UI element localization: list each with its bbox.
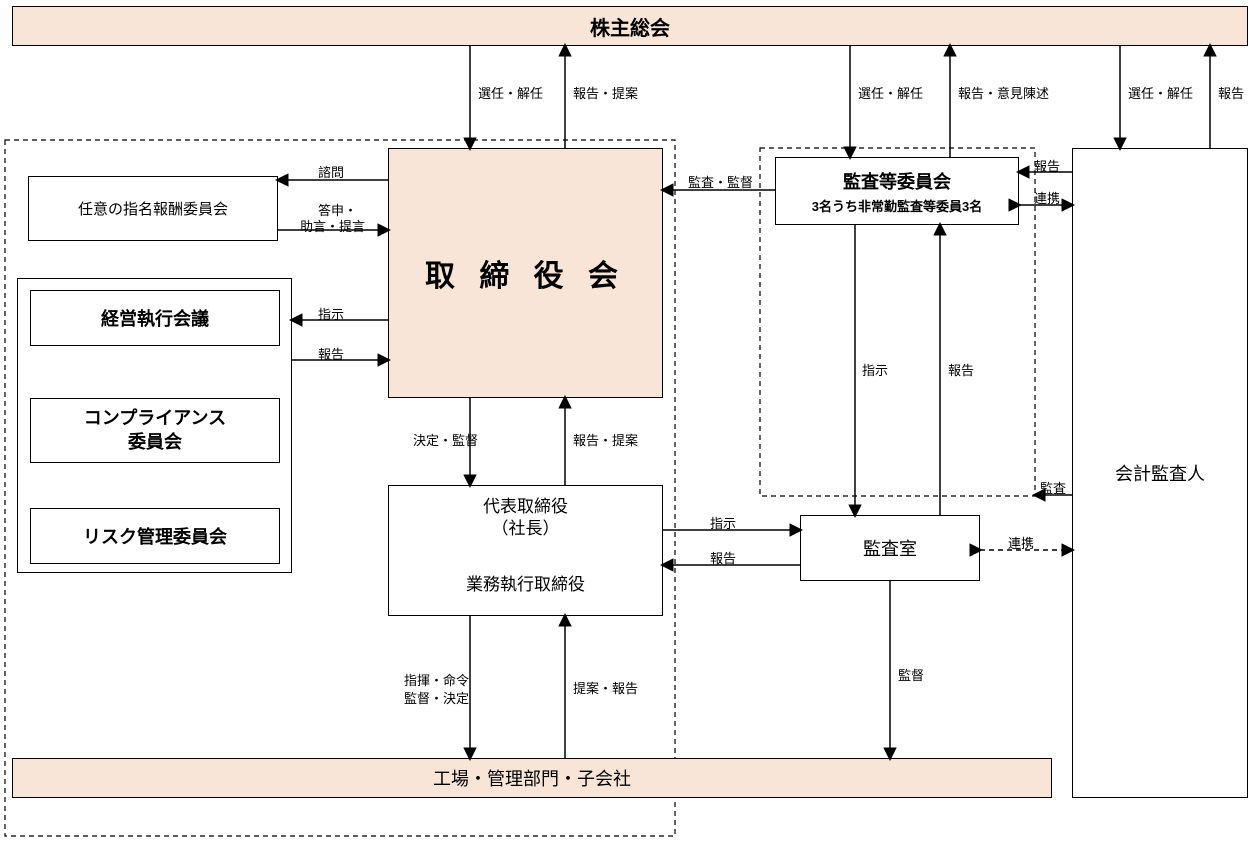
factories-label: 工場・管理部門・子会社: [433, 765, 631, 791]
president-l2: （社長）: [492, 518, 560, 540]
box-risk: リスク管理委員会: [30, 508, 280, 564]
lbl-l2: 報告・提案: [573, 83, 638, 102]
exec-council-label: 経営執行会議: [101, 305, 209, 331]
org-chart: 株主総会 任意の指名報酬委員会 経営執行会議 コンプライアンス 委員会 リスク管…: [0, 0, 1260, 843]
box-exec-dir: 業務執行取締役: [388, 550, 663, 616]
lbl-l3: 選任・解任: [858, 83, 923, 102]
lbl-l9: 監査・監督: [688, 172, 753, 191]
lbl-l23: 提案・報告: [573, 678, 638, 697]
board-label: 取 締 役 会: [425, 251, 626, 295]
nomination-label: 任意の指名報酬委員会: [78, 198, 228, 219]
box-nomination: 任意の指名報酬委員会: [28, 176, 278, 241]
audit-comm-l1: 監査等委員会: [843, 168, 951, 194]
lbl-l18: 指示: [710, 513, 736, 532]
box-factories: 工場・管理部門・子会社: [12, 758, 1052, 798]
lbl-l24: 監督: [898, 665, 924, 684]
compliance-l2: 委員会: [128, 431, 182, 454]
lbl-l21: 連携: [1008, 533, 1034, 552]
president-l1: 代表取締役: [483, 496, 568, 518]
lbl-l22b: 監督・決定: [404, 688, 469, 707]
lbl-l20: 監査: [1040, 478, 1066, 497]
risk-label: リスク管理委員会: [83, 523, 227, 549]
lbl-l13: 報告: [318, 344, 344, 363]
lbl-l1: 選任・解任: [478, 83, 543, 102]
exec-dir-label: 業務執行取締役: [466, 570, 585, 595]
box-board: 取 締 役 会: [388, 148, 663, 398]
lbl-l22a: 指揮・命令: [404, 670, 469, 689]
box-auditor: 会計監査人: [1072, 148, 1248, 798]
box-shareholders: 株主総会: [12, 6, 1248, 46]
lbl-l6: 報告: [1218, 83, 1244, 102]
lbl-l15: 報告・提案: [573, 430, 638, 449]
lbl-l17: 報告: [948, 360, 974, 379]
shareholders-label: 株主総会: [590, 12, 670, 41]
box-audit-committee: 監査等委員会 3名うち非常勤監査等委員3名: [775, 157, 1019, 225]
lbl-l14: 決定・監督: [413, 430, 478, 449]
audit-office-label: 監査室: [863, 535, 917, 561]
box-president: 代表取締役 （社長）: [388, 485, 663, 551]
lbl-l19: 報告: [710, 548, 736, 567]
audit-comm-l2: 3名うち非常勤監査等委員3名: [812, 196, 982, 215]
auditor-label: 会計監査人: [1115, 460, 1205, 486]
lbl-l7: 諮問: [318, 162, 344, 181]
lbl-l12: 指示: [318, 304, 344, 323]
lbl-l5: 選任・解任: [1128, 83, 1193, 102]
box-audit-office: 監査室: [800, 515, 980, 581]
lbl-l10: 報告: [1034, 156, 1060, 175]
box-compliance: コンプライアンス 委員会: [30, 398, 280, 463]
box-exec-council: 経営執行会議: [30, 290, 280, 346]
lbl-l11: 連携: [1034, 188, 1060, 207]
lbl-l4: 報告・意見陳述: [958, 83, 1049, 102]
compliance-l1: コンプライアンス: [84, 407, 226, 430]
lbl-l8b: 助言・提言: [300, 216, 365, 235]
lbl-l16: 指示: [862, 360, 888, 379]
